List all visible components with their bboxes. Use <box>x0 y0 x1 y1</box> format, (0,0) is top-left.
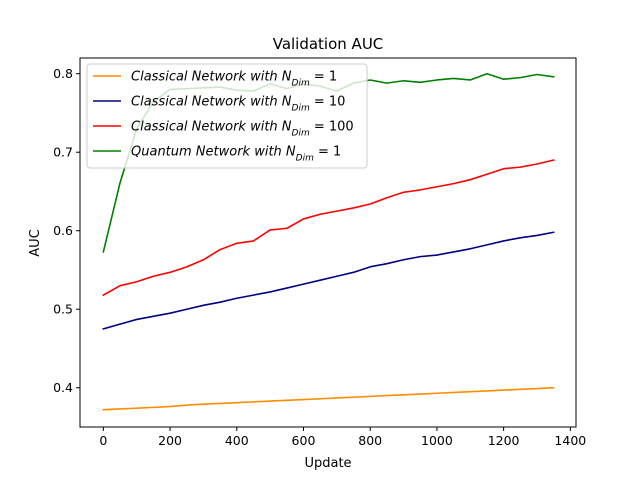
x-axis-title: Update <box>304 456 351 471</box>
x-tick-label: 800 <box>358 433 382 448</box>
y-tick-label: 0.8 <box>53 66 73 81</box>
legend-label-3: Classical Network with NDim = 100 <box>131 120 354 139</box>
x-tick-label: 1000 <box>421 433 453 448</box>
legend-label-4: Quantum Network with NDim = 1 <box>131 145 341 164</box>
legend-label-1: Classical Network with NDim = 1 <box>131 70 337 89</box>
x-tick-label: 1400 <box>554 433 586 448</box>
chart-title: Validation AUC <box>273 35 384 53</box>
legend-box <box>86 63 368 169</box>
y-tick-label: 0.4 <box>53 380 73 395</box>
plot-frame <box>79 57 577 428</box>
legend-label-2: Classical Network with NDim = 10 <box>131 95 345 114</box>
x-tick-label: 200 <box>158 433 182 448</box>
series-line-3 <box>102 159 555 297</box>
y-tick-label: 0.7 <box>53 145 73 160</box>
ticks-layer: 0 200 400 600 800 1000 1200 1400 0.4 0.5 0.6 0.7 0.8 <box>53 66 586 448</box>
series-line-1 <box>102 386 555 411</box>
x-tick-label: 400 <box>225 433 249 448</box>
series-line-2 <box>102 231 555 330</box>
y-axis-title: AUC <box>28 229 43 257</box>
x-tick-label: 1200 <box>488 433 520 448</box>
y-tick-label: 0.6 <box>53 223 73 238</box>
y-tick-label: 0.5 <box>53 302 73 317</box>
x-tick-label: 0 <box>99 433 107 448</box>
x-tick-label: 600 <box>292 433 316 448</box>
legend: Classical Network with NDim = 1 Classical… <box>86 63 368 169</box>
